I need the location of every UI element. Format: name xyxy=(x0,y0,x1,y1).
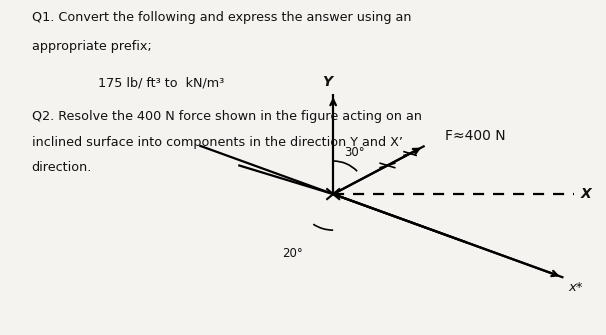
Text: 20°: 20° xyxy=(282,247,302,260)
Text: X: X xyxy=(581,187,591,201)
Text: Q1. Convert the following and express the answer using an: Q1. Convert the following and express th… xyxy=(32,11,411,24)
Text: F≈400 N: F≈400 N xyxy=(445,129,505,143)
Text: 175 lb/ ft³ to  kN/m³: 175 lb/ ft³ to kN/m³ xyxy=(98,76,224,89)
Text: 30°: 30° xyxy=(344,146,365,159)
Text: direction.: direction. xyxy=(32,161,92,174)
Text: Y: Y xyxy=(322,75,332,89)
Text: inclined surface into components in the direction Y and X’: inclined surface into components in the … xyxy=(32,136,402,149)
Text: x*: x* xyxy=(568,280,583,293)
Text: Q2. Resolve the 400 N force shown in the figure acting on an: Q2. Resolve the 400 N force shown in the… xyxy=(32,110,422,123)
Text: appropriate prefix;: appropriate prefix; xyxy=(32,40,152,53)
